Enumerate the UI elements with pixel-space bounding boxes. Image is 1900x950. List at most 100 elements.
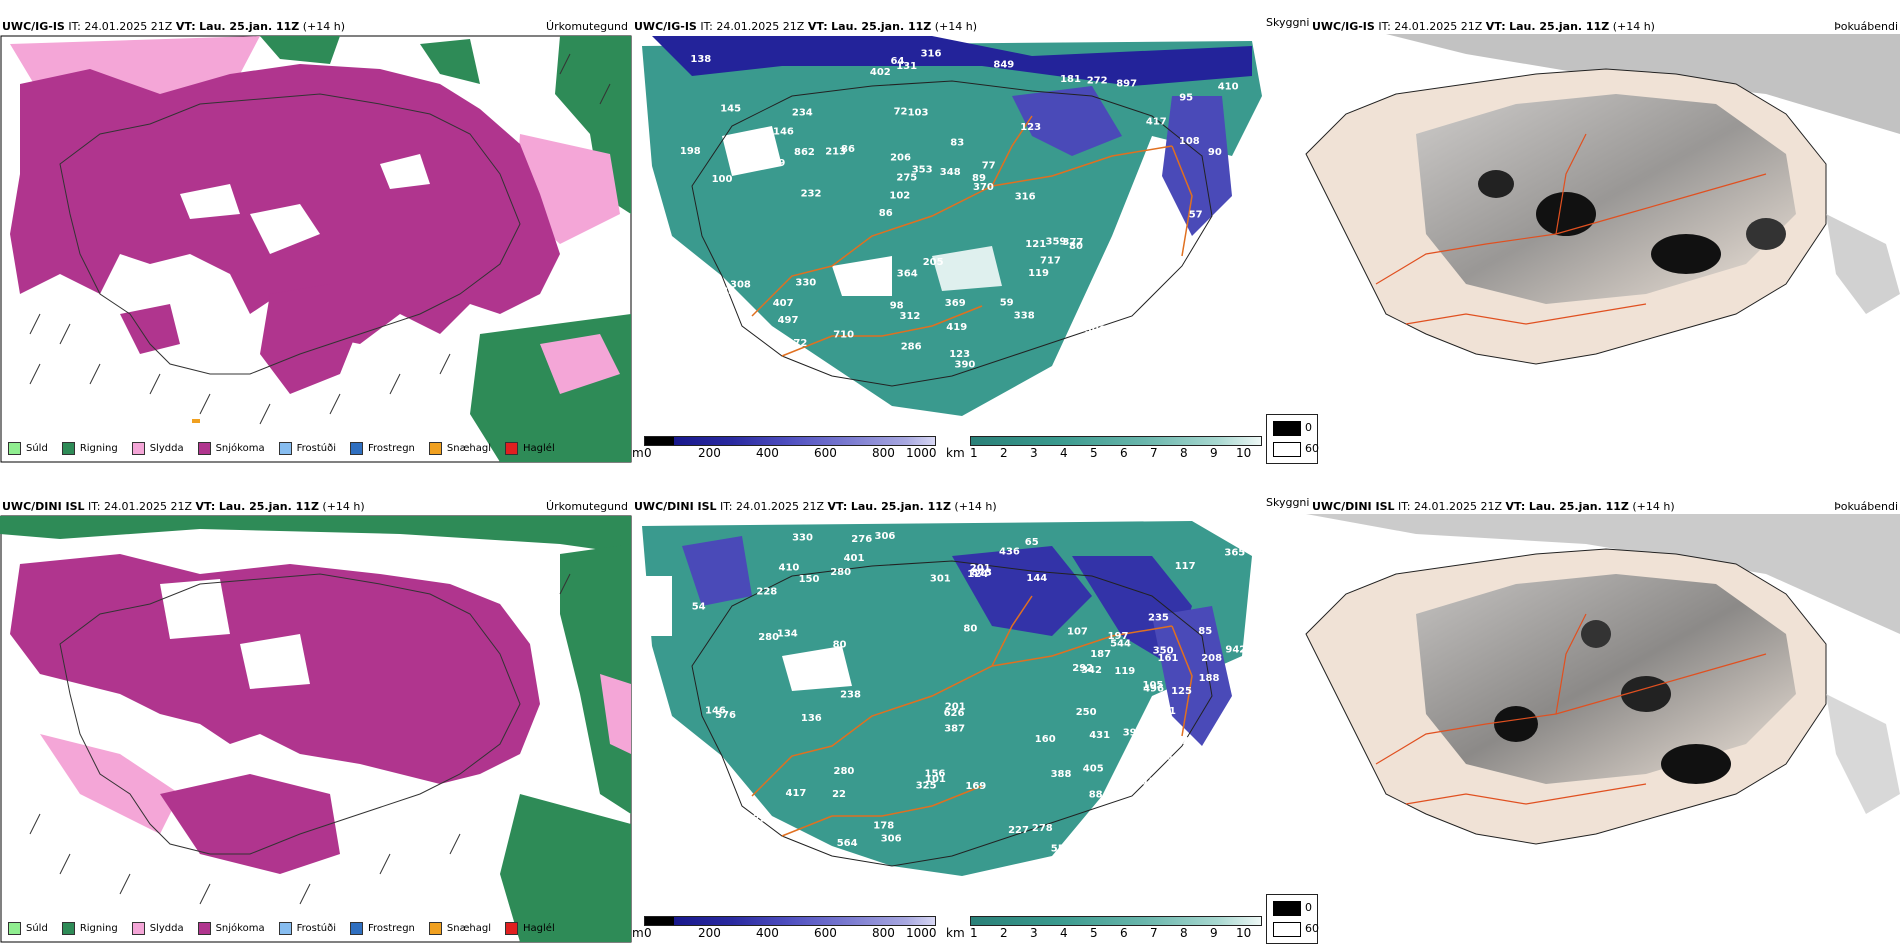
cloud-height-label: 559: [1191, 825, 1212, 836]
cloud-height-label: 150: [799, 574, 820, 585]
cloud-height-label: 85: [1198, 626, 1212, 637]
product-left-title: Skyggni: [1266, 496, 1310, 509]
cloud-height-label: 98: [890, 300, 904, 311]
model-name: UWC/IG-IS: [634, 20, 697, 33]
cloud-height-label: 544: [1110, 639, 1131, 650]
cloud-tick: 3: [1030, 446, 1038, 460]
cloud-height-label: 72: [894, 106, 908, 117]
iceland-coastline: [59, 573, 521, 855]
cloud-height-label: 276: [851, 534, 872, 545]
height-unit: m: [632, 446, 644, 460]
cloud-height-label: 280: [758, 632, 779, 643]
cloud-height-label: 59: [1000, 297, 1014, 308]
panel-top-mid-cloud: UWC/IG-IS IT: 24.01.2025 21Z VT: Lau. 25…: [632, 14, 1266, 464]
cloud-tick: 2: [1000, 926, 1008, 940]
legend-item: Rigning: [61, 921, 118, 935]
cloud-height-label: 203: [1152, 249, 1173, 260]
cloud-height-label: 405: [1083, 763, 1104, 774]
height-tick: 200: [698, 446, 721, 460]
legend-item: Frostúði: [278, 921, 336, 935]
cloud-height-label: 192: [1221, 224, 1242, 235]
cloud-height-label: 316: [1015, 192, 1036, 203]
cloud-height-label: 278: [1032, 823, 1053, 834]
cloud-height-label: 160: [1035, 734, 1056, 745]
cloud-height-label: 306: [875, 531, 896, 542]
cloud-height-label: 72: [793, 338, 807, 349]
cloud-height-label: 227: [1008, 825, 1029, 836]
product-title: Þokuábendi: [1834, 500, 1898, 513]
cloud-height-map: 121 85 83 80 878 401 350 22 117 134 208 54 105 306 145…: [632, 521, 1252, 876]
cloud-height-label: 286: [901, 342, 922, 353]
cloud-height-label: 365: [1224, 548, 1245, 559]
cloud-height-label: 131: [896, 61, 917, 72]
cloud-height-label: 878: [707, 816, 728, 827]
legend-item: Haglél: [505, 441, 555, 455]
height-tick: 400: [756, 926, 779, 940]
lead-time: (+14 h): [1612, 20, 1655, 33]
cloud-height-label: 89: [972, 173, 986, 184]
cloud-height-label: 272: [1087, 76, 1108, 87]
cloud-area: [652, 36, 1252, 86]
cloud-height-label: 119: [1114, 666, 1135, 677]
product-title: Úrkomutegund: [546, 500, 628, 513]
valid-time-label: VT:: [807, 20, 828, 33]
cloud-height-label: 297: [1177, 798, 1198, 809]
fog-legend-box: 0 60: [1266, 414, 1319, 464]
cloud-height-label: 436: [999, 546, 1020, 557]
cloud-height-label: 149: [1231, 164, 1252, 175]
cloud-height-label: 306: [1085, 325, 1106, 336]
height-tick: 0: [644, 926, 652, 940]
height-tick: 800: [872, 446, 895, 460]
cloud-height-label: 862: [794, 147, 815, 158]
cloud-tick: 6: [1120, 446, 1128, 460]
cloud-height-label: 273: [746, 814, 767, 825]
cloud-tick: 6: [1120, 926, 1128, 940]
cloud-tick: 7: [1150, 926, 1158, 940]
cloud-height-label: 77: [982, 161, 996, 172]
cloud-height-label: 366: [1166, 755, 1187, 766]
cloud-height-label: 136: [801, 713, 822, 724]
cloud-height-label: 280: [830, 567, 851, 578]
cloud-height-label: 325: [916, 781, 937, 792]
cloud-height-label: 88: [1089, 790, 1103, 801]
cloud-area: [952, 546, 1092, 636]
cloud-height-label: 717: [1040, 255, 1061, 266]
legend-item: Snæhagl: [428, 441, 491, 455]
rain-area: [420, 39, 480, 84]
cloud-tick: 10: [1236, 446, 1252, 460]
cloud-height-label: 370: [973, 182, 994, 193]
cloud-tick: 10: [1236, 926, 1252, 940]
rain-area: [560, 544, 631, 814]
valid-time: Lau. 25.jan. 11Z: [1509, 20, 1610, 33]
rain-area: [500, 794, 631, 942]
rain-area: [260, 36, 340, 64]
cloud-height-label: 134: [777, 629, 798, 640]
cloud-height-label: 90: [1208, 147, 1222, 158]
fog-legend-box: 0 60: [1266, 894, 1319, 944]
cloud-height-label: 397: [1123, 727, 1144, 738]
legend-item: Frostúði: [278, 441, 336, 455]
cloud-height-label: 205: [923, 257, 944, 268]
cloud-height-label: 359: [1046, 237, 1067, 248]
cloud-height-label: 280: [834, 766, 855, 777]
cloud-height-label: 145: [701, 781, 722, 792]
cloud-height-label: 235: [1148, 613, 1169, 624]
cloud-height-label: 124: [967, 569, 988, 580]
panel-bot-left-precip-type: UWC/DINI ISL IT: 24.01.2025 21Z VT: Lau.…: [0, 494, 632, 944]
cloud-height-label: 326: [1121, 819, 1142, 830]
cloud-height-label: 396: [1197, 745, 1218, 756]
height-tick: 800: [872, 926, 895, 940]
cloud-area: [682, 536, 752, 606]
height-tick: 200: [698, 926, 721, 940]
panel-top-left-precip-type: UWC/IG-IS IT: 24.01.2025 21Z VT: Lau. 25…: [0, 14, 632, 464]
cloud-height-label: 338: [1014, 310, 1035, 321]
cloud-height-label: 178: [873, 821, 894, 832]
cloud-height-label: 330: [792, 533, 813, 544]
cloud-height-label: 201: [970, 563, 991, 574]
cloud-height-label: 119: [1028, 268, 1049, 279]
height-unit: m: [632, 926, 644, 940]
cloud-unit: km: [946, 926, 965, 940]
cloud-tick: 8: [1180, 926, 1188, 940]
cloud-height-label: 301: [930, 573, 951, 584]
valid-time: Lau. 25.jan. 11Z: [831, 20, 932, 33]
